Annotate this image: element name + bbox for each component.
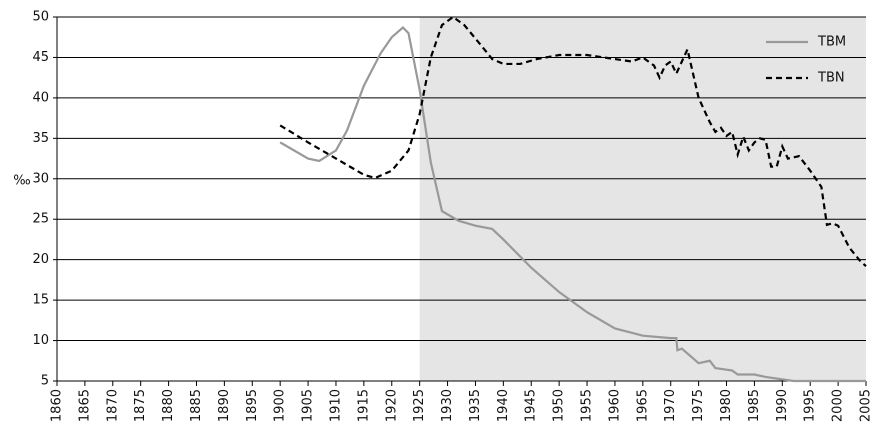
x-tick-label: 1935 [468,389,483,422]
x-tick-label: 1975 [691,389,706,422]
y-tick-label: 25 [32,212,49,227]
line-series [279,26,866,383]
x-tick-label: 1920 [384,389,399,422]
x-tick-label: 2000 [831,389,846,422]
x-tick-label: 1925 [412,389,427,422]
x-tick-label: 1870 [105,389,120,422]
y-tick-label: 45 [32,50,49,65]
y-tick-label: 15 [32,293,49,308]
x-tick-label: 1895 [245,389,260,422]
legend-label: TBM [817,35,846,50]
x-tick-label: 1930 [440,389,455,422]
x-tick-label: 1960 [607,389,622,422]
x-tick-label: 1900 [273,389,288,422]
x-tick-label: 2005 [859,389,874,422]
line-series [279,15,867,267]
x-tick-label: 1860 [50,389,65,422]
x-tick-label: 1880 [161,389,176,422]
x-tick-label: 1950 [552,389,567,422]
x-tick-label: 1915 [356,389,371,422]
x-tick-label: 1970 [663,389,678,422]
x-tick-label: 1875 [133,389,148,422]
x-tick-label: 1910 [328,389,343,422]
y-tick-label: 50 [32,10,49,25]
x-tick-label: 1905 [301,389,316,422]
x-tick-label: 1965 [635,389,650,422]
shaded-period [419,17,866,381]
x-tick-label: 1985 [747,389,762,422]
x-tick-label: 1990 [775,389,790,422]
x-tick-label: 1995 [803,389,818,422]
y-tick-label: 40 [32,90,49,105]
x-tick-label: 1940 [496,389,511,422]
y-tick-label: 10 [32,333,49,348]
x-tick-label: 1865 [77,389,92,422]
x-tick-label: 1980 [719,389,734,422]
y-tick-label: 5 [41,374,49,389]
y-tick-label: 35 [32,131,49,146]
y-axis-label: ‰ [13,174,30,189]
y-tick-label: 20 [32,252,49,267]
x-tick-label: 1890 [217,389,232,422]
legend-label: TBN [817,71,845,86]
x-tick-label: 1955 [580,389,595,422]
y-tick-label: 30 [32,171,49,186]
x-tick-label: 1885 [189,389,204,422]
x-tick-label: 1945 [524,389,539,422]
